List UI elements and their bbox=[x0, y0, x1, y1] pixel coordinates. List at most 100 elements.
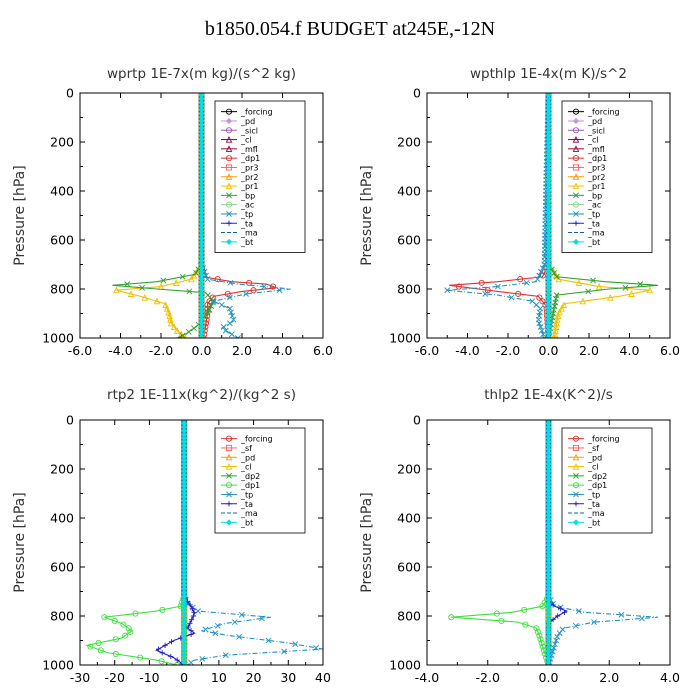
legend-label: _sf bbox=[587, 444, 599, 453]
x-tick-label: 20 bbox=[246, 670, 262, 685]
series-marker bbox=[210, 298, 217, 305]
series-marker bbox=[484, 287, 491, 294]
legend-label: _dp2 bbox=[587, 472, 607, 481]
series-marker bbox=[637, 281, 644, 288]
series-marker bbox=[172, 279, 180, 286]
series-marker bbox=[585, 288, 592, 295]
series-marker bbox=[560, 301, 568, 308]
legend-label: _pd bbox=[587, 117, 602, 126]
legend-label: _ta bbox=[240, 219, 253, 228]
x-tick-label: 0.0 bbox=[539, 343, 559, 358]
legend-label: _bt bbox=[240, 238, 253, 247]
x-tick-label: -6.0 bbox=[415, 343, 439, 358]
y-tick-label: 0 bbox=[413, 413, 421, 428]
legend-item: _ta bbox=[221, 219, 253, 228]
y-tick-label: 800 bbox=[50, 282, 74, 297]
legend-item: _sicl bbox=[221, 126, 258, 135]
series-marker bbox=[185, 328, 192, 335]
series-marker bbox=[579, 297, 587, 305]
panel-title: thlp2 1E-4x(K^2)/s bbox=[484, 387, 613, 403]
series-marker bbox=[229, 313, 236, 319]
y-tick-label: 0 bbox=[66, 86, 74, 101]
legend-marker bbox=[225, 164, 233, 171]
y-tick-label: 1000 bbox=[42, 658, 74, 673]
series-marker bbox=[173, 327, 181, 334]
series-marker bbox=[508, 294, 515, 301]
legend-label: _ac bbox=[240, 201, 254, 210]
series-marker bbox=[186, 288, 193, 295]
series-marker bbox=[214, 276, 221, 283]
legend-label: _mfl bbox=[587, 145, 605, 154]
y-tick-label: 1000 bbox=[389, 331, 421, 346]
legend-label: _ta bbox=[587, 219, 600, 228]
legend-marker bbox=[225, 127, 233, 134]
series-marker bbox=[606, 293, 614, 301]
series-marker bbox=[551, 270, 558, 276]
legend-label: _forcing bbox=[587, 435, 620, 444]
series-marker bbox=[538, 327, 545, 334]
series-marker bbox=[188, 275, 195, 283]
series-marker bbox=[638, 615, 645, 622]
legend-marker bbox=[572, 164, 580, 171]
x-tick-label: 4.0 bbox=[273, 343, 293, 358]
legend-marker bbox=[225, 238, 233, 245]
y-tick-label: 200 bbox=[397, 462, 421, 477]
legend-item: _pr2 bbox=[221, 173, 258, 182]
x-tick-label: -6.0 bbox=[68, 343, 92, 358]
series-marker bbox=[555, 275, 562, 283]
series-marker bbox=[545, 334, 552, 338]
series-marker bbox=[243, 290, 249, 297]
x-tick-label: 4.0 bbox=[660, 670, 680, 685]
series-marker bbox=[203, 272, 209, 279]
legend-label: _forcing bbox=[587, 108, 620, 117]
plot-frame bbox=[426, 92, 671, 339]
x-tick-label: -4.0 bbox=[108, 343, 132, 358]
series-marker bbox=[222, 327, 229, 334]
x-tick-label: -10 bbox=[139, 670, 159, 685]
legend-item: _ac bbox=[568, 201, 601, 210]
y-tick-label: 400 bbox=[50, 184, 74, 199]
legend-label: _pr2 bbox=[587, 173, 605, 182]
x-tick-label: -20 bbox=[105, 670, 125, 685]
series-marker bbox=[163, 304, 171, 312]
x-tick-label: 0.0 bbox=[539, 670, 559, 685]
series-marker bbox=[191, 325, 197, 332]
legend-marker bbox=[225, 155, 233, 162]
series-marker bbox=[541, 261, 548, 268]
legend-item: _ac bbox=[221, 201, 254, 210]
legend-marker bbox=[226, 211, 232, 217]
series-marker bbox=[162, 301, 169, 308]
legend-marker bbox=[572, 108, 580, 115]
x-tick-label: 40 bbox=[315, 670, 331, 685]
legend-marker bbox=[226, 220, 232, 226]
y-tick-label: 200 bbox=[397, 135, 421, 150]
legend-marker bbox=[572, 173, 580, 180]
y-tick-label: 0 bbox=[66, 413, 74, 428]
series-marker bbox=[534, 276, 541, 283]
series-marker bbox=[559, 626, 566, 633]
series-marker bbox=[556, 308, 563, 316]
legend-label: _tp bbox=[587, 490, 600, 499]
series-marker bbox=[113, 286, 120, 294]
x-tick-label: 4.0 bbox=[620, 343, 640, 358]
legend-marker bbox=[572, 238, 580, 245]
legend-label: _ma bbox=[587, 509, 605, 518]
series-marker bbox=[536, 294, 543, 301]
series-marker bbox=[204, 309, 211, 316]
x-tick-label: -2.0 bbox=[476, 670, 500, 685]
legend-item: _ta bbox=[568, 219, 600, 228]
series-marker bbox=[553, 273, 560, 280]
x-tick-label: 0.0 bbox=[192, 343, 212, 358]
legend-marker bbox=[572, 201, 580, 208]
panel-title: wpthlp 1E-4x(m K)/s^2 bbox=[470, 66, 627, 82]
legend-label: _pr1 bbox=[587, 182, 605, 191]
legend-label: _ta bbox=[587, 500, 600, 509]
series-marker bbox=[208, 303, 215, 310]
series-marker bbox=[628, 290, 635, 297]
series-marker bbox=[127, 290, 135, 297]
plot-frame bbox=[79, 92, 324, 339]
legend: _forcing_sf_pd_cl_dp2_dp1_tp_ta_ma_bt bbox=[561, 427, 653, 534]
legend-item: _pr1 bbox=[221, 182, 258, 191]
plot-area bbox=[444, 93, 658, 338]
